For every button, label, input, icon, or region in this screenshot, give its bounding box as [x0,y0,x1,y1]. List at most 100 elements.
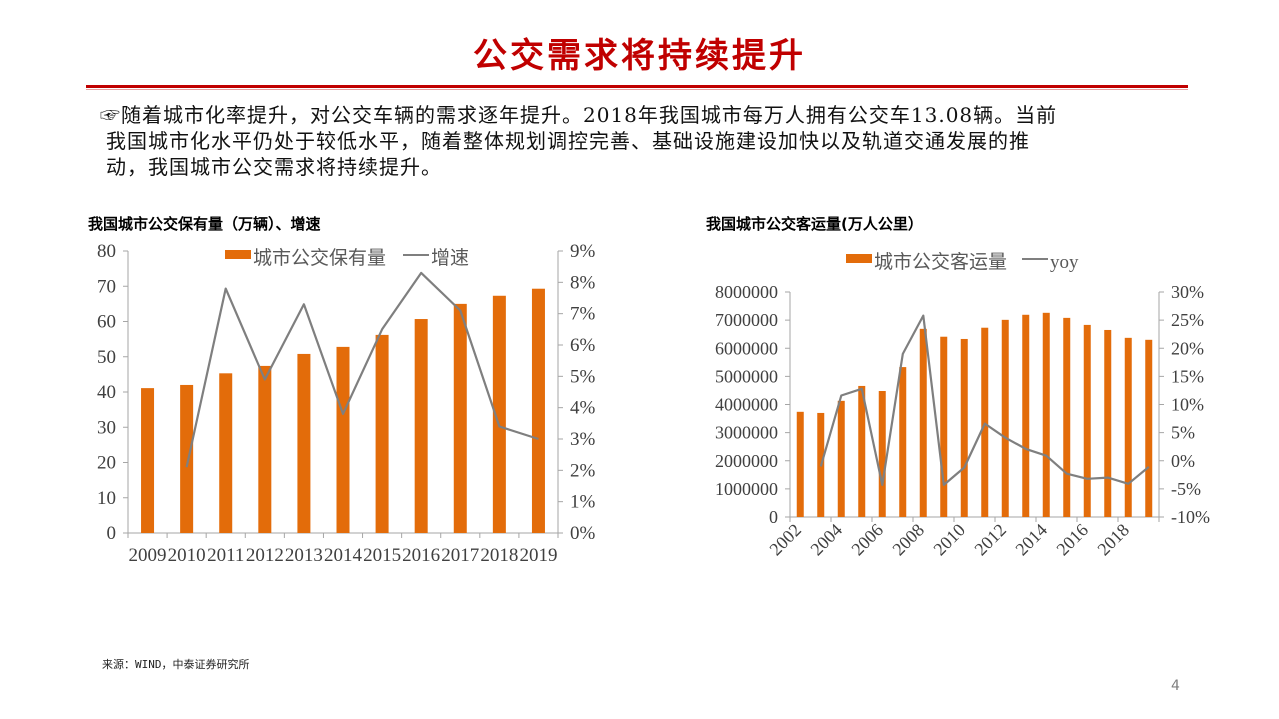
right-tick-label: 3% [570,429,596,450]
summary-paragraph: ☞随着城市化率提升，对公交车辆的需求逐年提升。2018年我国城市每万人拥有公交车… [100,102,1180,180]
right-tick-label: 4% [570,398,596,419]
x-tick-label: 2014 [1011,520,1051,560]
legend-bar-swatch [225,250,251,259]
right-tick-label: 10% [1171,395,1204,415]
right-tick-label: 5% [570,366,596,387]
paragraph-line-1: ☞随着城市化率提升，对公交车辆的需求逐年提升。2018年我国城市每万人拥有公交车… [100,103,1058,127]
bar [981,327,989,517]
right-tick-label: 20% [1171,338,1204,358]
x-tick-label: 2009 [129,545,167,566]
left-tick-label: 5000000 [715,366,778,386]
left-tick-label: 80 [97,241,116,262]
bar [336,346,350,533]
x-tick-label: 2018 [480,545,518,566]
left-tick-label: 3000000 [715,423,778,443]
x-tick-label: 2018 [1093,520,1133,560]
bar [1083,324,1091,517]
x-tick-label: 2016 [402,545,440,566]
growth-line [185,271,539,468]
right-tick-label: -10% [1171,507,1210,527]
bar [837,400,845,517]
legend-bar-label: 城市公交客运量 [874,251,1007,273]
x-tick-label: 2017 [441,545,479,566]
x-tick-label: 2011 [207,545,244,566]
left-tick-label: 70 [97,276,116,297]
left-tick-label: 0 [107,523,117,544]
legend-bar-label: 城市公交保有量 [253,247,386,269]
legend-line-label: 增速 [431,247,469,269]
left-tick-label: 7000000 [715,310,778,330]
bar [858,385,866,517]
legend: 城市公交保有量 增速 [225,247,469,269]
right-tick-label: 1% [570,492,596,513]
left-tick-label: 50 [97,347,116,368]
left-tick-label: 30 [97,417,116,438]
bar [219,373,233,533]
title-divider-shadow [86,89,1188,90]
bar [899,367,907,517]
left-tick-label: 10 [97,488,116,509]
x-tick-label: 2004 [806,520,846,560]
x-tick-label: 2014 [324,545,363,566]
bar [492,295,506,533]
chart-1-title: 我国城市公交保有量（万辆）、增速 [88,215,321,233]
left-tick-label: 2000000 [715,451,778,471]
source-note: 来源：WIND，中泰证券研究所 [102,658,250,671]
bar [1063,317,1071,517]
right-tick-label: 25% [1171,310,1204,330]
x-tick-label: 2006 [847,520,887,560]
x-tick-label: 2010 [168,545,206,566]
paragraph-line-2: 我国城市化水平仍处于较低水平，随着整体规划调控完善、基础设施建设加快以及轨道交通… [106,129,1030,153]
bar [1042,312,1050,517]
bar [297,353,311,533]
bar [1104,329,1112,517]
left-tick-label: 4000000 [715,395,778,415]
bar [796,411,804,517]
paragraph-line-3: 动，我国城市公交需求将持续提升。 [106,155,442,179]
right-tick-label: 2% [570,460,596,481]
right-tick-label: 5% [1171,423,1195,443]
x-tick-label: 2012 [970,520,1010,560]
left-tick-label: 1000000 [715,479,778,499]
right-tick-label: 6% [570,335,596,356]
left-tick-label: 40 [97,382,116,403]
bar [414,319,428,533]
bar [919,328,927,517]
right-tick-label: -5% [1171,479,1201,499]
right-tick-label: 0% [570,523,596,544]
bar [1124,337,1132,517]
slide-title: 公交需求将持续提升 [473,36,806,76]
bar [960,338,968,517]
bar [531,288,545,533]
x-tick-label: 2013 [285,545,323,566]
legend-bar-swatch [846,254,872,263]
x-tick-label: 2019 [519,545,557,566]
bar [1022,314,1030,517]
title-divider [86,85,1188,88]
left-tick-label: 6000000 [715,338,778,358]
bar [258,365,272,533]
x-tick-label: 2008 [888,520,928,560]
bar [1145,339,1153,517]
left-tick-label: 60 [97,312,116,333]
x-tick-label: 2012 [246,545,284,566]
bar [375,334,389,533]
x-tick-label: 2015 [363,545,401,566]
legend: 城市公交客运量 yoy [846,251,1079,273]
bar [453,303,467,533]
left-tick-label: 20 [97,453,116,474]
bar [878,391,886,517]
right-tick-label: 7% [570,304,596,325]
legend-line-label: yoy [1050,252,1079,273]
page-number: 4 [1171,678,1180,694]
right-tick-label: 8% [570,272,596,293]
chart-1: 0 10 20 30 40 50 60 70 80 0% 1% 2% 3% 4% 5% 6% 7% 8% 9% 200… [97,241,596,566]
bar [180,384,194,533]
x-tick-label: 2016 [1052,520,1092,560]
growth-line [819,314,1150,486]
right-tick-label: 15% [1171,366,1204,386]
left-tick-label: 0 [769,507,778,527]
bar [141,388,155,533]
right-tick-label: 30% [1171,282,1204,302]
